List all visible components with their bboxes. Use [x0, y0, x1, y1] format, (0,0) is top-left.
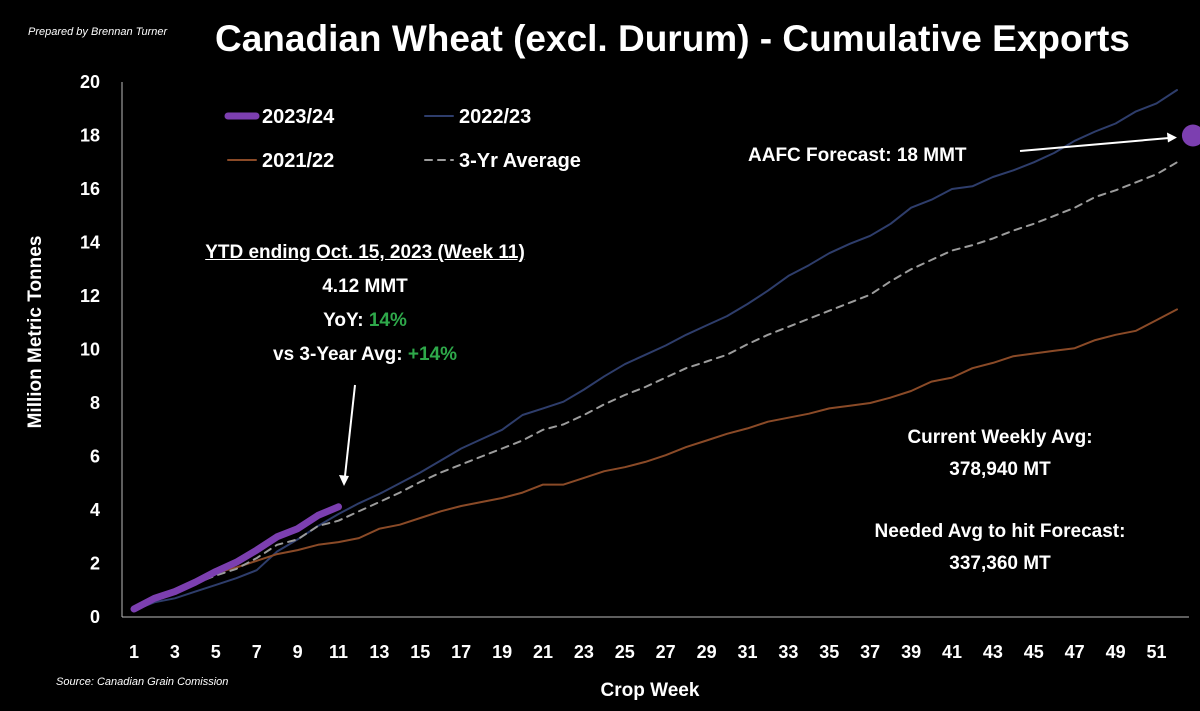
series-lines — [130, 89, 1178, 613]
legend-label-s2022: 2022/23 — [459, 106, 531, 128]
x-tick-label: 11 — [329, 642, 348, 662]
legend-label-s2023: 2023/24 — [262, 106, 335, 128]
x-tick-label: 39 — [901, 642, 921, 662]
y-axis-label: Million Metric Tonnes — [25, 235, 46, 429]
y-tick-label: 10 — [80, 340, 100, 360]
y-tick-label: 4 — [90, 500, 100, 520]
legend-label-s2021: 2021/22 — [262, 150, 334, 172]
x-tick-label: 43 — [983, 642, 1003, 662]
forecast-annotation: AAFC Forecast: 18 MMT — [339, 124, 1200, 486]
x-tick-label: 41 — [942, 642, 962, 662]
y-tick-label: 0 — [90, 607, 100, 627]
ytd-summary: YTD ending Oct. 15, 2023 (Week 11) 4.12 … — [160, 236, 570, 372]
x-tick-label: 1 — [129, 642, 139, 662]
x-tick-label: 13 — [369, 642, 389, 662]
x-tick-label: 27 — [656, 642, 676, 662]
current-weekly-avg: Current Weekly Avg: 378,940 MT — [800, 422, 1200, 486]
x-tick-label: 19 — [492, 642, 512, 662]
legend-label-avg: 3-Yr Average — [459, 150, 581, 172]
forecast-arrow-line — [1019, 136, 1176, 152]
vs-avg-label: vs 3-Year Avg: — [273, 344, 403, 365]
y-tick-label: 2 — [90, 554, 100, 574]
y-tick-label: 6 — [90, 447, 100, 467]
current-label: Current Weekly Avg: — [907, 427, 1093, 448]
x-tick-label: 29 — [697, 642, 717, 662]
x-tick-label: 47 — [1065, 642, 1085, 662]
needed-label: Needed Avg to hit Forecast: — [874, 521, 1126, 542]
forecast-label: AAFC Forecast: 18 MMT — [748, 145, 967, 166]
x-tick-label: 7 — [252, 642, 262, 662]
y-tick-label: 12 — [80, 286, 100, 306]
x-tick-label: 45 — [1024, 642, 1044, 662]
vs-avg-value: +14% — [407, 344, 457, 365]
series-line-s2022 — [133, 89, 1178, 612]
y-tick-label: 20 — [80, 72, 100, 92]
series-line-s2021 — [133, 308, 1178, 609]
yoy-label: YoY: — [323, 310, 364, 331]
y-tick-label: 14 — [80, 233, 100, 253]
x-tick-label: 21 — [533, 642, 553, 662]
prepared-by-note: Prepared by Brennan Turner — [28, 26, 168, 38]
legend: 2023/24 2022/23 2021/22 3-Yr Average — [224, 106, 581, 172]
y-tick-label: 16 — [80, 179, 100, 199]
series-line-s2023 — [130, 503, 342, 613]
x-axis-label: Crop Week — [600, 680, 700, 701]
current-value: 378,940 MT — [949, 459, 1051, 480]
x-tick-label: 3 — [170, 642, 180, 662]
yoy-value: 14% — [368, 310, 407, 331]
forecast-point — [1181, 124, 1200, 147]
x-tick-label: 17 — [451, 642, 471, 662]
ytd-arrow-line — [344, 384, 356, 477]
ytd-vs-avg: vs 3-Year Avg: +14% — [160, 338, 570, 372]
source-note: Source: Canadian Grain Comission — [56, 676, 229, 688]
ytd-arrowhead — [339, 475, 349, 486]
y-tick-label: 18 — [80, 126, 100, 146]
x-tick-label: 5 — [211, 642, 221, 662]
x-tick-label: 35 — [819, 642, 839, 662]
x-tick-label: 9 — [293, 642, 303, 662]
ytd-total: 4.12 MMT — [322, 276, 408, 297]
ytd-heading: YTD ending Oct. 15, 2023 (Week 11) — [205, 242, 525, 263]
series-line-avg — [133, 161, 1178, 610]
x-tick-label: 31 — [737, 642, 757, 662]
x-tick-label: 33 — [778, 642, 798, 662]
x-tick-label: 49 — [1106, 642, 1126, 662]
ytd-yoy: YoY: 14% — [160, 304, 570, 338]
x-tick-label: 15 — [410, 642, 430, 662]
y-tick-label: 8 — [90, 393, 100, 413]
x-tick-label: 37 — [860, 642, 880, 662]
needed-avg: Needed Avg to hit Forecast: 337,360 MT — [800, 516, 1200, 580]
x-tick-label: 51 — [1146, 642, 1166, 662]
x-tick-label: 23 — [574, 642, 594, 662]
chart-title: Canadian Wheat (excl. Durum) - Cumulativ… — [215, 18, 1130, 59]
forecast-arrowhead — [1166, 132, 1177, 143]
x-tick-label: 25 — [615, 642, 635, 662]
needed-value: 337,360 MT — [949, 553, 1051, 574]
